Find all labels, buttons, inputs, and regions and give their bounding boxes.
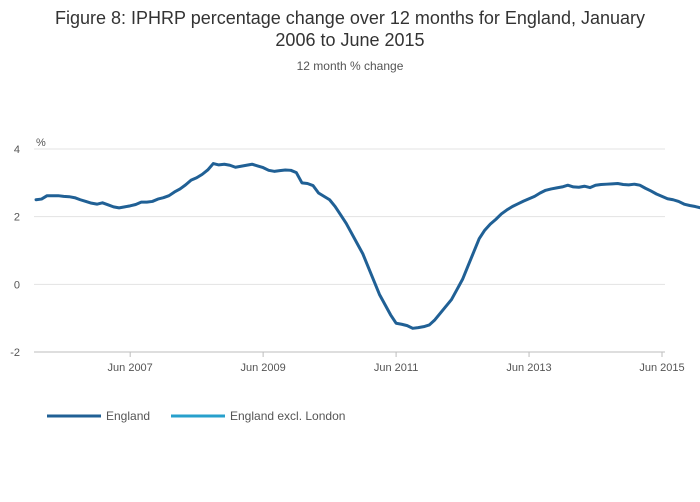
y-axis-unit-label: % xyxy=(36,137,46,149)
x-tick-label: Jun 2011 xyxy=(374,362,418,374)
x-tick-label: Jun 2009 xyxy=(240,362,285,374)
y-tick-label: 4 xyxy=(14,144,20,156)
gridlines xyxy=(34,148,665,285)
chart-title-line-2: 2006 to June 2015 xyxy=(275,30,424,50)
x-tick-label: Jun 2015 xyxy=(639,362,684,374)
y-tick-label: 2 xyxy=(14,212,20,224)
legend-label-england-excl-london: England excl. London xyxy=(230,409,345,423)
legend-label-england: England xyxy=(106,409,150,423)
y-tick-label: 0 xyxy=(14,279,20,291)
legend-item-england-excl-london[interactable]: England excl. London xyxy=(171,409,345,423)
chart-title: Figure 8: IPHRP percentage change over 1… xyxy=(55,8,645,50)
x-tick-label: Jun 2007 xyxy=(108,362,153,374)
x-tick-label: Jun 2013 xyxy=(506,362,551,374)
y-tick-label: -2 xyxy=(10,347,20,359)
series-line-england[interactable] xyxy=(34,162,700,330)
legend-item-england[interactable]: England xyxy=(47,409,150,423)
chart-title-line-1: Figure 8: IPHRP percentage change over 1… xyxy=(55,8,645,28)
legend: England England excl. London xyxy=(47,409,345,423)
series-lines xyxy=(34,162,700,330)
y-axis-ticks: -2 0 2 4 xyxy=(10,144,20,359)
x-axis-ticks: Jun 2007 Jun 2009 Jun 2011 Jun 2013 Jun 2015 xyxy=(108,352,685,374)
chart-subtitle: 12 month % change xyxy=(297,59,404,73)
